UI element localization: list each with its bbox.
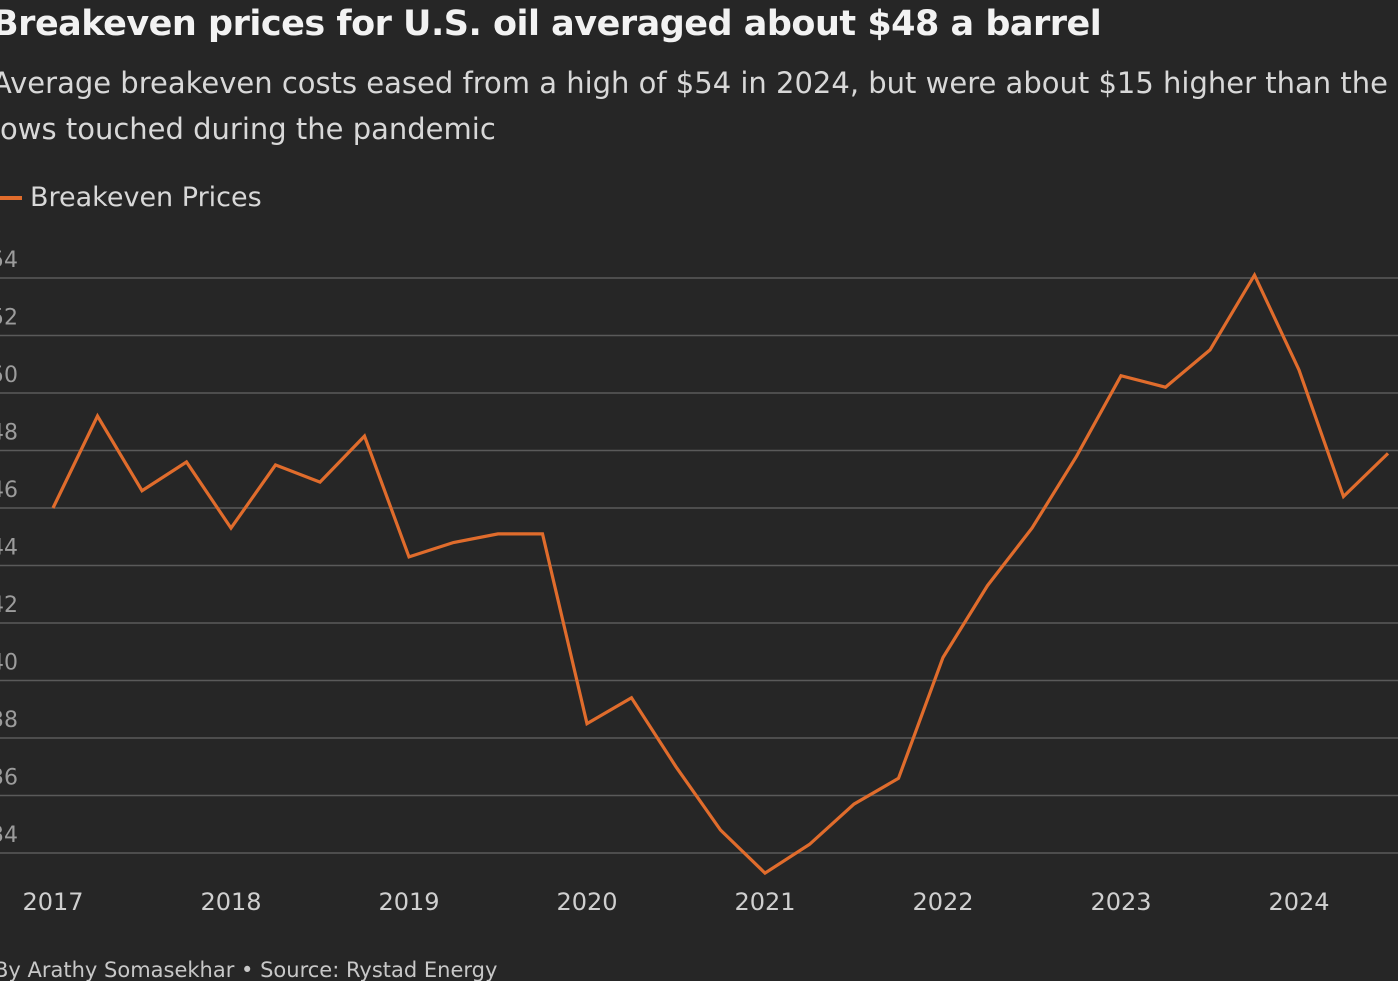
y-tick-label: 46 <box>0 478 18 503</box>
x-tick-label: 2021 <box>734 888 795 916</box>
chart-subtitle: Average breakeven costs eased from a hig… <box>0 66 1388 146</box>
data-point[interactable]: Breakeven Prices: 47.8 <box>1071 450 1083 462</box>
data-point[interactable]: Breakeven Prices: 34.3 <box>804 838 816 850</box>
data-point[interactable]: Breakeven Prices: 49.2 <box>92 410 104 422</box>
x-axis-labels: 2017 2018 2019 2020 2021 2022 2023 2024 <box>22 888 1329 916</box>
data-point[interactable]: Breakeven Prices: 54.1 <box>1249 269 1261 281</box>
y-tick-label: 50 <box>0 363 18 388</box>
x-tick-label: 2018 <box>200 888 261 916</box>
y-tick-label: 48 <box>0 421 18 446</box>
data-point[interactable]: Breakeven Prices: 45.3 <box>225 522 237 534</box>
chart-title: Breakeven prices for U.S. oil averaged a… <box>0 4 1102 44</box>
data-point[interactable]: Breakeven Prices: 38.5 <box>581 718 593 730</box>
y-tick-label: 40 <box>0 651 18 676</box>
data-point[interactable]: Breakeven Prices: 45.1 <box>537 528 549 540</box>
data-point[interactable]: Breakeven Prices: 46.9 <box>314 476 326 488</box>
y-tick-label: 54 <box>0 248 18 273</box>
data-point[interactable]: Breakeven Prices: 50.2 <box>1160 381 1172 393</box>
data-point[interactable]: Breakeven Prices: 36.6 <box>893 772 905 784</box>
x-tick-label: 2017 <box>22 888 83 916</box>
data-point[interactable]: Breakeven Prices: 51.5 <box>1204 344 1216 356</box>
data-point[interactable]: Breakeven Prices: 43.3 <box>982 580 994 592</box>
data-point[interactable]: Breakeven Prices: 46 <box>47 502 59 514</box>
data-point[interactable]: Breakeven Prices: 47.5 <box>270 459 282 471</box>
y-tick-label: 42 <box>0 593 18 618</box>
grid-layer <box>0 277 1398 854</box>
x-tick-label: 2023 <box>1090 888 1151 916</box>
data-point[interactable]: Breakeven Prices: 45.3 <box>1026 522 1038 534</box>
data-point[interactable]: Breakeven Prices: 48.5 <box>359 430 371 442</box>
data-point[interactable]: Breakeven Prices: 35.7 <box>848 798 860 810</box>
y-tick-label: 34 <box>0 823 18 848</box>
data-point[interactable]: Breakeven Prices: 44.3 <box>403 551 415 563</box>
y-tick-label: 52 <box>0 306 18 331</box>
legend-swatch <box>0 195 22 200</box>
data-point[interactable]: Breakeven Prices: 46.4 <box>1338 491 1350 503</box>
data-point[interactable]: Breakeven Prices: 37 <box>670 761 682 773</box>
data-point[interactable]: Breakeven Prices: 47.9 <box>1382 447 1394 459</box>
data-point[interactable]: Breakeven Prices: 50.8 <box>1293 364 1305 376</box>
y-tick-label: 36 <box>0 766 18 791</box>
data-point[interactable]: Breakeven Prices: 40.8 <box>937 652 949 664</box>
series-layer: Breakeven Prices: 46 Breakeven Prices: 49… <box>47 269 1394 879</box>
data-point[interactable]: Breakeven Prices: 47.6 <box>181 456 193 468</box>
legend: Breakeven Prices <box>0 182 262 213</box>
data-point[interactable]: Breakeven Prices: 44.8 <box>448 537 460 549</box>
data-point[interactable]: Breakeven Prices: 46.6 <box>136 485 148 497</box>
data-point[interactable]: Breakeven Prices: 50.6 <box>1115 370 1127 382</box>
data-point[interactable]: Breakeven Prices: 34.8 <box>715 824 727 836</box>
x-tick-label: 2020 <box>556 888 617 916</box>
y-axis-labels: 34 36 38 40 42 44 46 48 50 52 54 <box>0 248 18 848</box>
x-tick-label: 2022 <box>912 888 973 916</box>
data-point[interactable]: Breakeven Prices: 33.3 <box>759 867 771 879</box>
x-tick-label: 2024 <box>1268 888 1329 916</box>
source-credit: By Arathy Somasekhar • Source: Rystad En… <box>0 958 498 981</box>
series-line-breakeven-prices <box>51 271 1390 876</box>
legend-label: Breakeven Prices <box>30 182 262 213</box>
y-tick-label: 44 <box>0 536 18 561</box>
data-point[interactable]: Breakeven Prices: 39.4 <box>626 692 638 704</box>
y-tick-label: 38 <box>0 708 18 733</box>
x-tick-label: 2019 <box>378 888 439 916</box>
data-point[interactable]: Breakeven Prices: 45.1 <box>492 528 504 540</box>
